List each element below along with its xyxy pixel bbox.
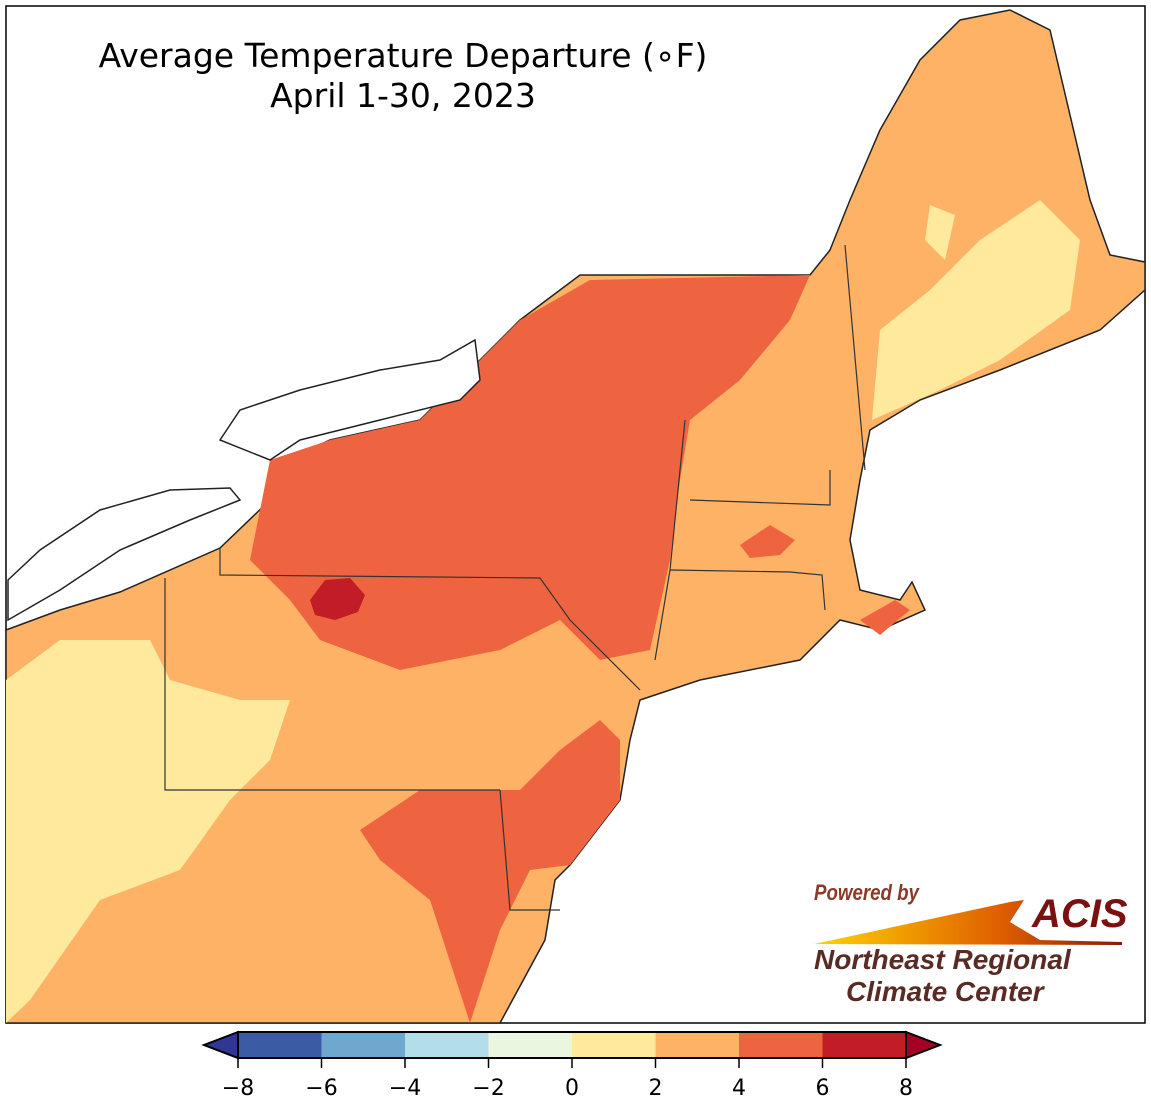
logo-acis: ACIS (1032, 892, 1128, 936)
colorbar-tick-label: 2 (648, 1076, 663, 1101)
logo-powered-by: Powered by (814, 880, 919, 905)
colorbar-tick-label: −6 (305, 1076, 338, 1101)
logo-org-line1: Northeast Regional (814, 944, 1071, 975)
lake-shapes (7, 338, 481, 622)
band-0-to-2 (6, 200, 1080, 1023)
colorbar-tick-label: −8 (221, 1076, 255, 1101)
colorbar-tick-label: −2 (472, 1076, 505, 1101)
state-borders (164, 244, 866, 911)
logo-org-line2: Climate Center (846, 976, 1044, 1007)
acis-nrcc-logo: Powered by ACIS Northeast Regional Clima… (810, 878, 1130, 1018)
map-title: Average Temperature Departure (∘F) (98, 36, 708, 75)
colorbar-tick-label: 0 (565, 1076, 579, 1101)
colorbar-tick-label: 8 (899, 1076, 913, 1101)
colorbar-tick-label: 4 (732, 1076, 746, 1101)
band-4-to-6 (250, 275, 910, 1023)
logo-swoosh (814, 900, 1122, 945)
colorbar-tick-label: −4 (388, 1076, 422, 1101)
band-6-to-8 (310, 578, 365, 620)
map-subtitle: April 1-30, 2023 (270, 76, 536, 115)
colorbar-tick-label: 6 (815, 1076, 830, 1101)
